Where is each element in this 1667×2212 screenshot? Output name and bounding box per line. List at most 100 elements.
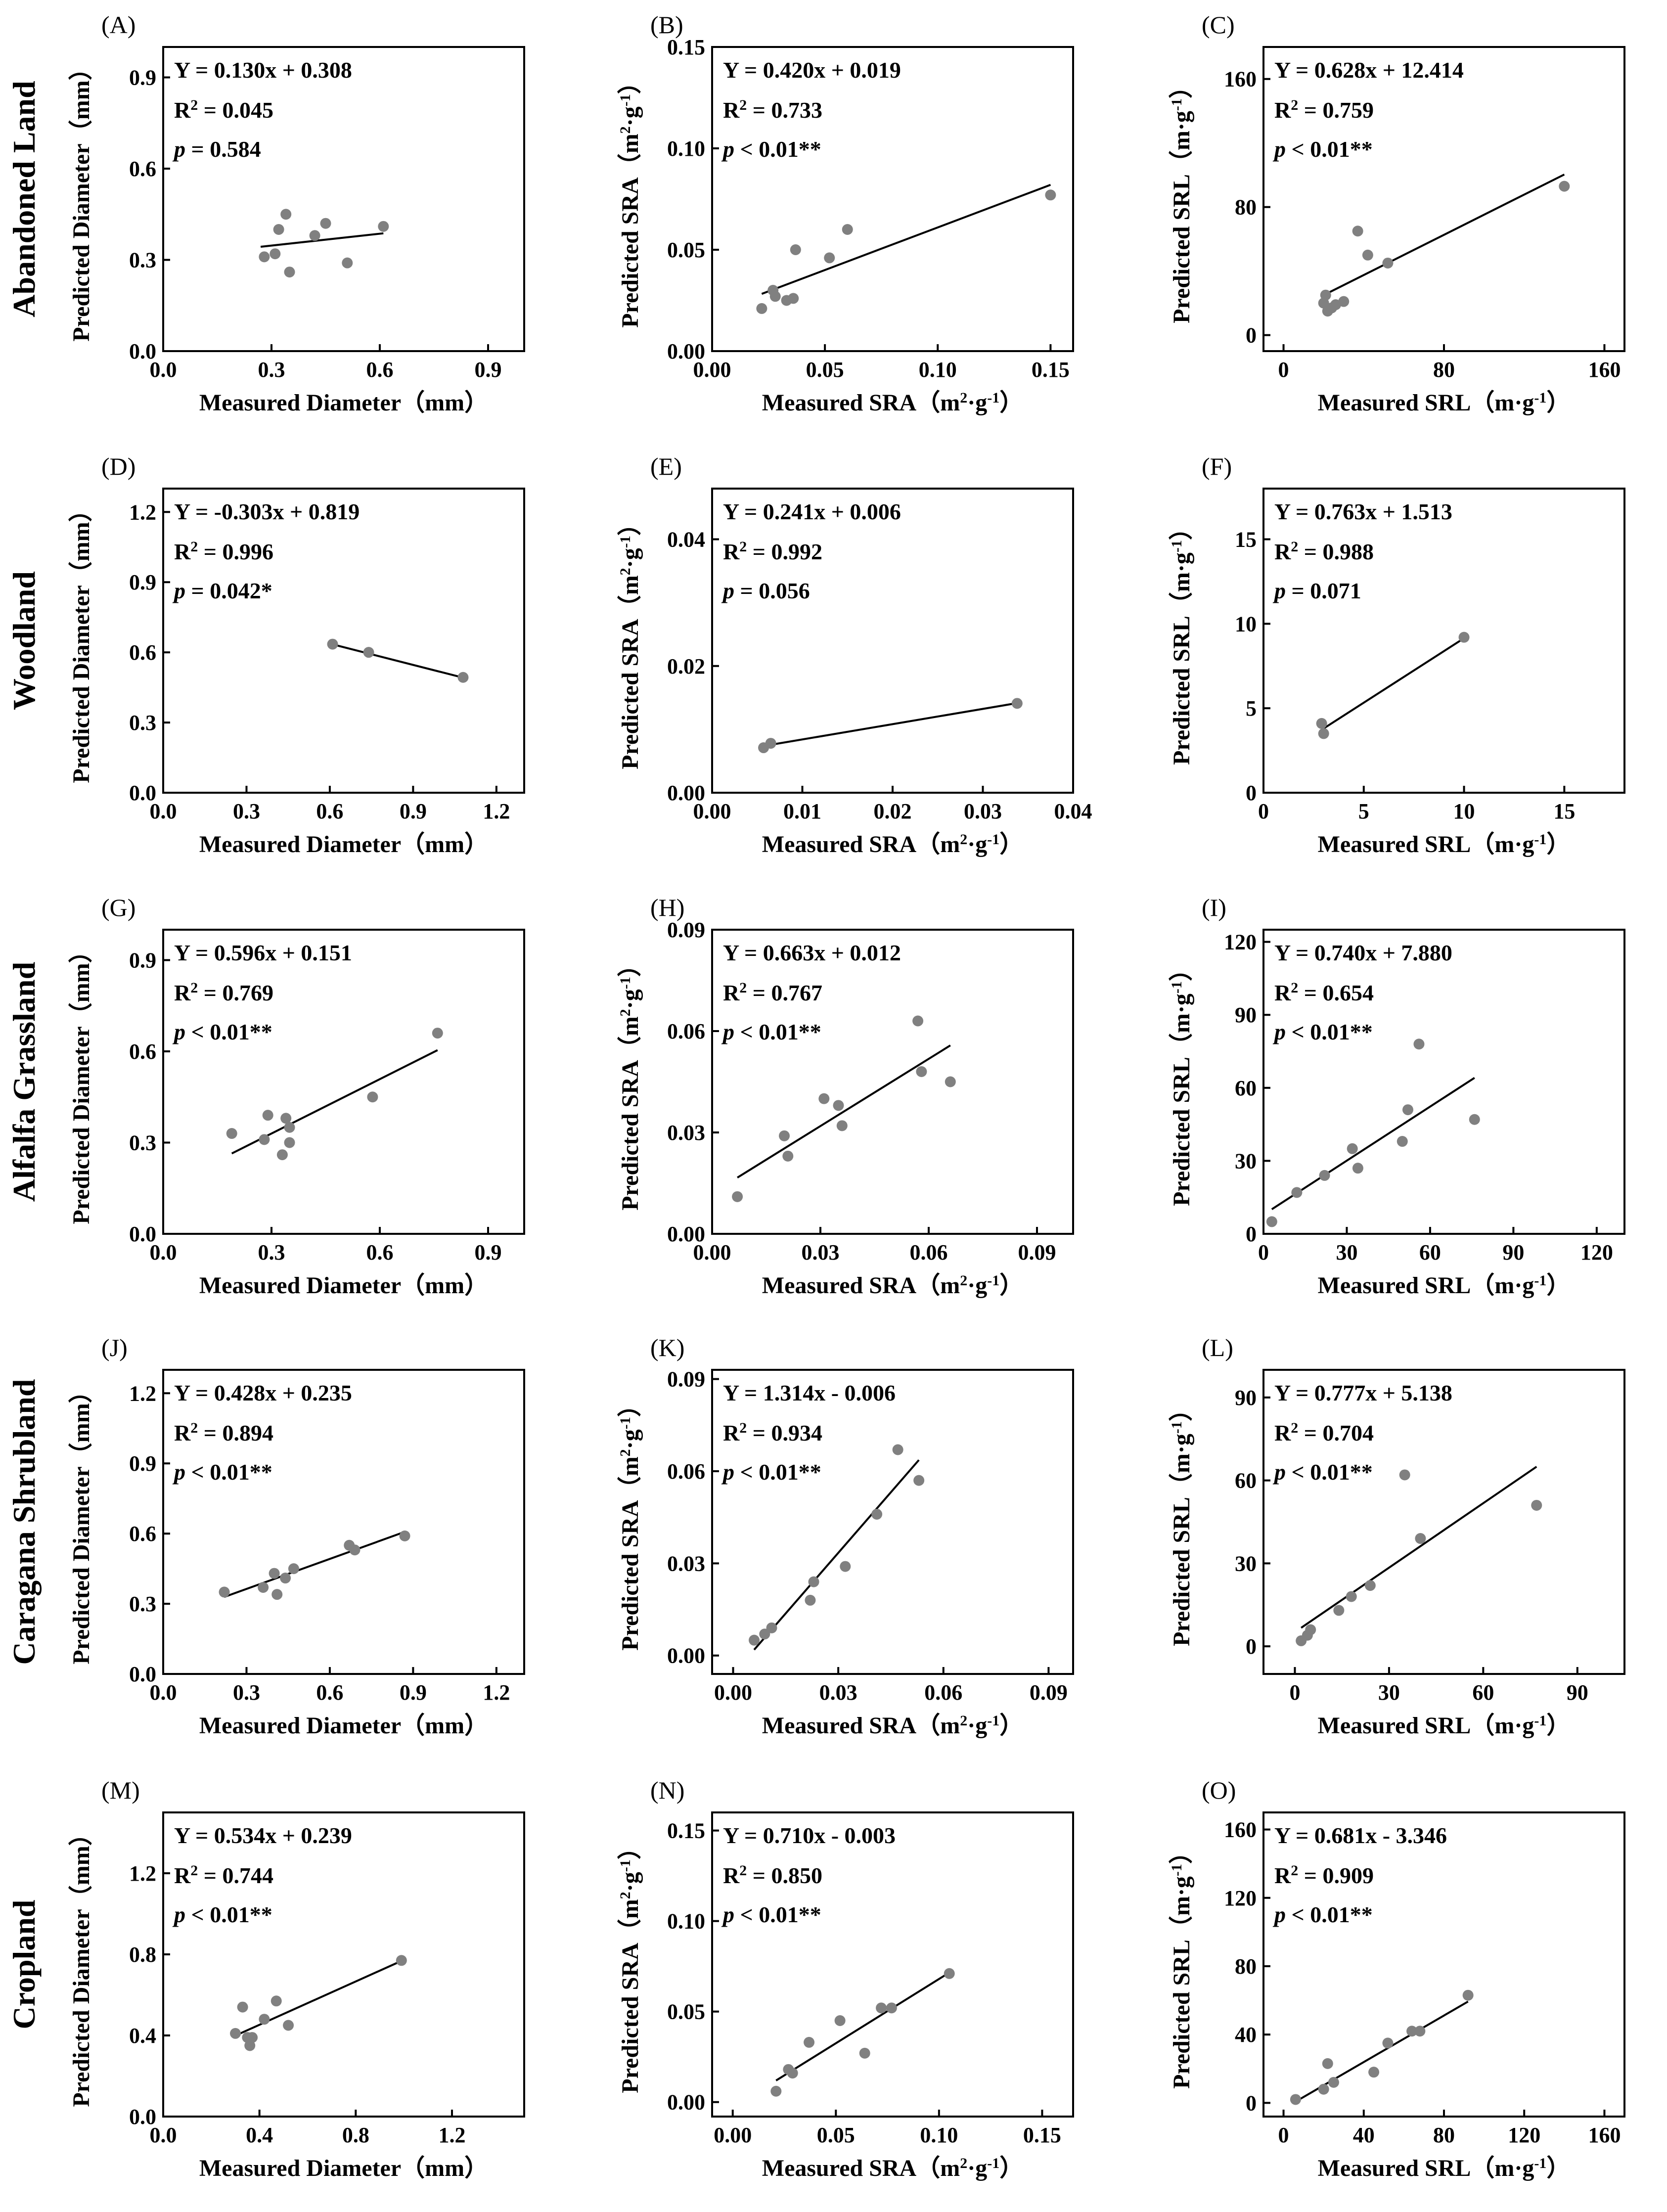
x-tick-label: 0.06 [924, 1680, 962, 1705]
x-tick-label: 0.15 [1032, 358, 1070, 382]
data-point [270, 248, 281, 260]
y-tick-label: 80 [1235, 195, 1257, 220]
panel: (B) 0.00 0.05 0.10 0.15 0.00 0.05 0.10 0.15 Measu… [617, 11, 1074, 416]
r-squared: R2 = 0.769 [174, 980, 273, 1006]
data-point [1368, 2067, 1380, 2078]
data-point [1318, 2083, 1329, 2095]
panel: (K) 0.00 0.03 0.06 0.09 0.00 0.03 0.06 0.09 Measu… [617, 1334, 1074, 1739]
x-axis-label: Measured Diameter（mm） [199, 1272, 488, 1299]
r-squared: R2 = 0.934 [723, 1420, 822, 1446]
data-point [270, 1995, 282, 2007]
panel-letter: (H) [650, 894, 684, 921]
x-axis-label: Measured SRA（m2·g-1） [762, 2155, 1023, 2182]
data-point [1382, 2037, 1394, 2049]
y-tick-label: 0.00 [667, 1222, 705, 1246]
regression-line [260, 232, 384, 248]
data-point [284, 1122, 295, 1133]
x-tick-label: 0.9 [400, 1680, 427, 1705]
data-point [749, 1634, 760, 1646]
x-tick-label: 0 [1258, 1240, 1269, 1264]
y-tick-label: 0.6 [129, 1522, 156, 1546]
y-tick-label: 0.02 [667, 654, 705, 678]
y-tick-label: 0.05 [667, 2000, 705, 2024]
plot-frame [1262, 1811, 1625, 2118]
y-tick-label: 0.0 [129, 1662, 156, 1686]
x-tick-label: 0.10 [920, 2123, 958, 2147]
x-tick-label: 60 [1472, 1680, 1494, 1705]
x-tick-label: 0.9 [400, 799, 427, 823]
y-tick-label: 10 [1235, 612, 1257, 636]
x-axis-label: Measured Diameter（mm） [199, 831, 488, 858]
x-tick-label: 10 [1453, 799, 1475, 823]
plot-frame [711, 46, 1074, 352]
p-value: p < 0.01** [721, 1902, 821, 1927]
y-tick-label: 0.05 [667, 238, 705, 262]
regression-line [1323, 637, 1465, 729]
data-point [788, 293, 799, 304]
regression-equation: Y = 0.534x + 0.239 [174, 1823, 352, 1848]
y-tick-label: 0.8 [129, 1942, 156, 1967]
data-point [1318, 728, 1329, 739]
plot-frame [711, 1369, 1074, 1675]
data-point [756, 303, 767, 314]
r-squared: R2 = 0.909 [1274, 1862, 1374, 1889]
x-axis-label: Measured SRL（m·g-1） [1318, 2155, 1571, 2182]
panel: (G) 0.0 0.3 0.6 0.9 0.0 0.3 0.6 0.9 Measured Diam… [68, 894, 525, 1299]
x-axis-label: Measured Diameter（mm） [199, 390, 488, 416]
plot-frame [1262, 1369, 1625, 1675]
plot-frame [162, 929, 525, 1235]
y-axis-label: Predicted Diameter（mm） [68, 1822, 94, 2107]
panel-letter: (M) [101, 1776, 140, 1804]
x-tick-label: 0.02 [874, 799, 912, 823]
regression-equation: Y = -0.303x + 0.819 [174, 499, 360, 524]
x-tick-label: 80 [1433, 2123, 1455, 2147]
x-tick-label: 0.3 [258, 1240, 285, 1264]
x-tick-label: 40 [1353, 2123, 1375, 2147]
row-label: Abandoned Land [6, 81, 42, 317]
regression-equation: Y = 0.740x + 7.880 [1274, 940, 1452, 965]
x-tick-label: 120 [1580, 1240, 1613, 1264]
y-axis-label: Predicted SRL（m·g-1） [1169, 957, 1195, 1206]
panel: (L) 0 30 60 90 0 30 60 90 Measured SRL（m·g-1） Pred… [1169, 1334, 1625, 1739]
data-point [1266, 1216, 1277, 1227]
x-tick-label: 0.03 [964, 799, 1002, 823]
y-axis-label: Predicted SRL（m·g-1） [1169, 516, 1195, 765]
y-tick-label: 0 [1246, 2091, 1257, 2115]
regression-line [1323, 174, 1565, 296]
data-point [1469, 1114, 1480, 1125]
y-axis-label: Predicted SRA（m2·g-1） [617, 1393, 644, 1650]
row-label: Cropland [6, 1899, 42, 2029]
y-tick-label: 0.0 [129, 2105, 156, 2129]
regression-equation: Y = 0.241x + 0.006 [723, 499, 901, 524]
p-value: p < 0.01** [721, 1459, 821, 1485]
data-point [892, 1444, 903, 1455]
data-point [259, 2014, 270, 2025]
regression-equation: Y = 0.777x + 5.138 [1274, 1380, 1452, 1405]
data-point [1291, 1187, 1303, 1198]
y-tick-label: 1.2 [129, 1861, 156, 1886]
x-axis-label: Measured SRA（m2·g-1） [762, 390, 1023, 416]
r-squared: R2 = 0.894 [174, 1420, 273, 1446]
data-point [1559, 181, 1570, 192]
data-point [342, 257, 353, 269]
panel-letter: (F) [1202, 452, 1232, 480]
data-point [280, 1573, 291, 1584]
x-tick-label: 0.6 [366, 1240, 394, 1264]
data-point [769, 291, 781, 302]
y-tick-label: 30 [1235, 1551, 1257, 1576]
data-point [1414, 2026, 1426, 2037]
r-squared: R2 = 0.767 [723, 980, 822, 1006]
x-tick-label: 0 [1289, 1680, 1300, 1705]
x-tick-label: 0 [1258, 799, 1269, 823]
x-tick-label: 0.3 [233, 1680, 260, 1705]
data-point [320, 218, 331, 229]
data-point [1402, 1104, 1413, 1116]
panel-letter: (L) [1202, 1334, 1233, 1361]
data-point [284, 1137, 295, 1148]
y-tick-label: 0.0 [129, 781, 156, 805]
data-point [836, 1120, 848, 1131]
p-value: p = 0.071 [1272, 578, 1361, 603]
x-tick-label: 0.0 [150, 799, 177, 823]
p-value: p < 0.01** [1272, 1019, 1373, 1044]
